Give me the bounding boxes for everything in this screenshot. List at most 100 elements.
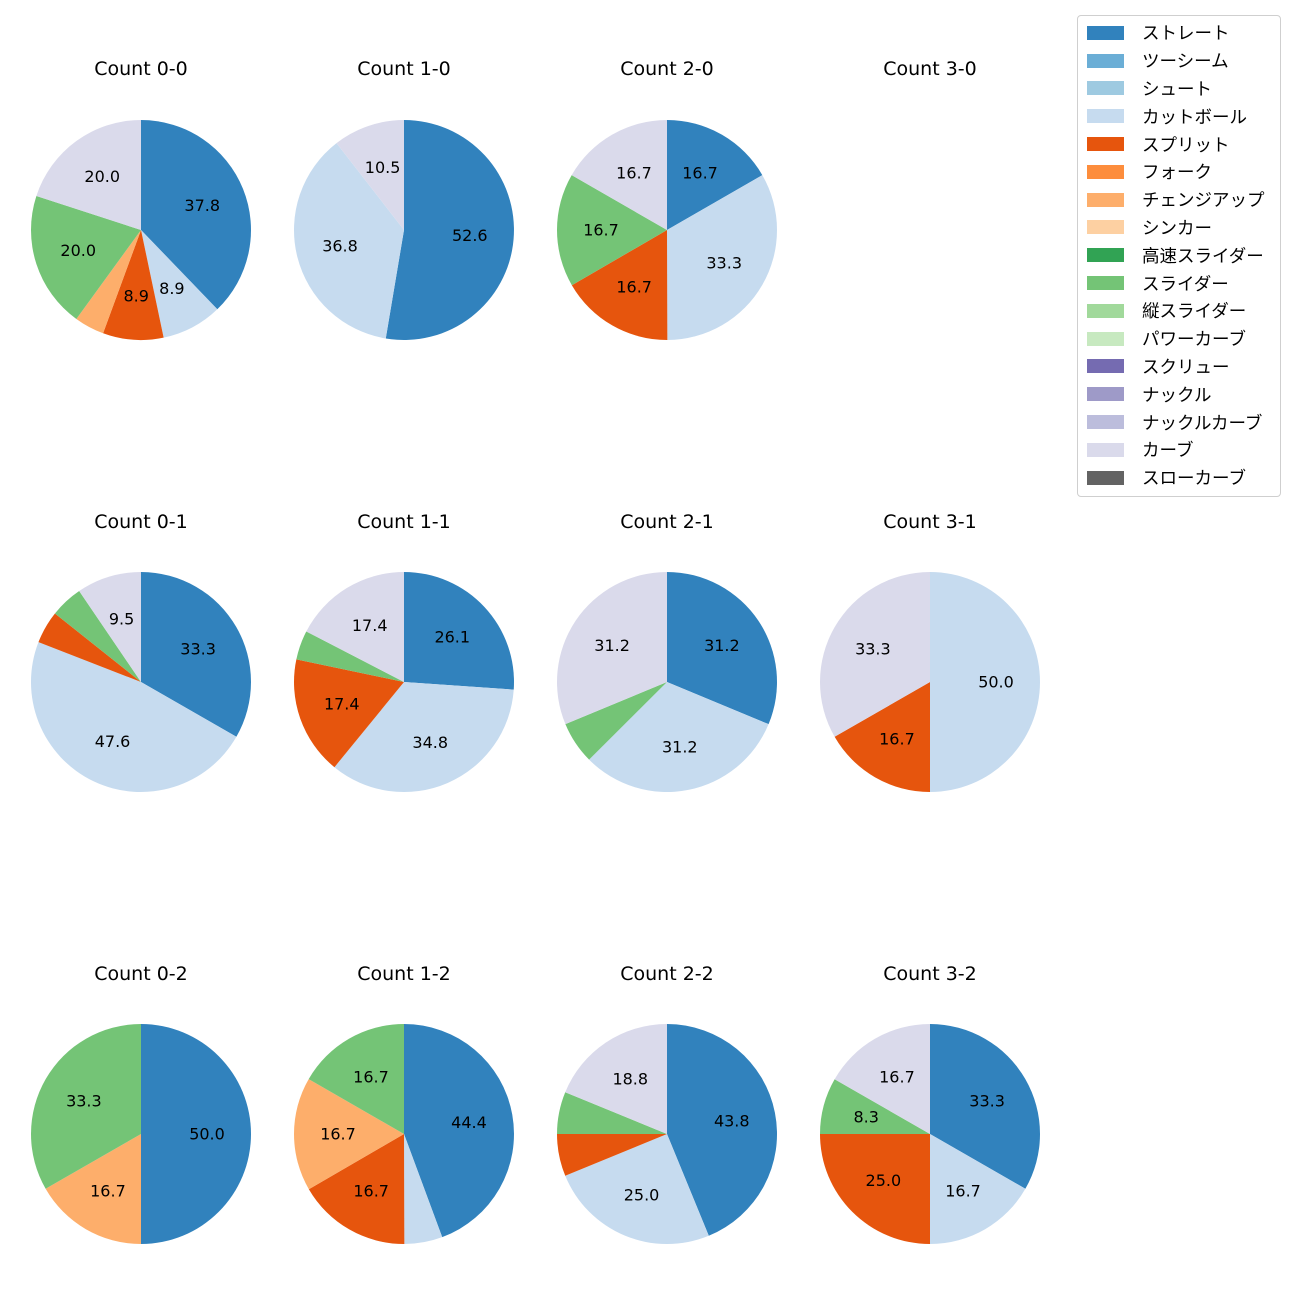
legend-label: カットボール — [1142, 107, 1247, 128]
pie-slice — [45, 1134, 142, 1244]
slice-label: 33.3 — [855, 639, 891, 658]
slice-label: 47.6 — [95, 732, 131, 751]
pie-slice — [36, 120, 141, 230]
legend-item: カーブ — [1078, 436, 1280, 464]
legend-item: シンカー — [1078, 214, 1280, 242]
legend-swatch — [1087, 164, 1124, 179]
pie-slice — [79, 572, 141, 682]
pie-title: Count 3-2 — [883, 963, 977, 985]
pie-slice — [819, 572, 930, 737]
pie-count-3-1: Count 3-1 50.0 16.7 33.3 — [819, 511, 1040, 792]
pie-slice — [54, 591, 141, 682]
legend-label: スクリュー — [1142, 357, 1230, 378]
legend-item: スクリュー — [1078, 353, 1280, 381]
pie-slice — [306, 571, 404, 682]
pie-count-0-2: Count 0-2 50.0 16.7 33.3 — [30, 963, 251, 1244]
pie-slice — [404, 1134, 443, 1244]
legend-item: 高速スライダー — [1078, 241, 1280, 269]
legend-label: フォーク — [1142, 163, 1212, 184]
slice-label: 33.3 — [66, 1091, 102, 1110]
slice-label: 44.4 — [451, 1113, 487, 1132]
legend-item: フォーク — [1078, 158, 1280, 186]
pie-slice — [296, 631, 404, 682]
pie-count-0-0: Count 0-0 37.8 8.9 8.9 20.0 20.0 — [30, 58, 251, 340]
legend-swatch — [1087, 81, 1124, 96]
slice-label: 33.3 — [969, 1091, 1005, 1110]
legend-swatch — [1087, 192, 1124, 207]
pie-title: Count 2-1 — [620, 511, 714, 533]
legend-label: シュート — [1142, 79, 1212, 100]
pie-slice — [293, 1079, 404, 1190]
slice-label: 8.9 — [159, 279, 184, 298]
legend-item: ナックルカーブ — [1078, 408, 1280, 436]
legend-label: 高速スライダー — [1142, 246, 1264, 267]
pie-slice — [294, 659, 404, 768]
legend-swatch — [1087, 220, 1124, 235]
pie-slice — [556, 175, 667, 286]
pie-slice — [30, 1024, 141, 1189]
pie-slice — [589, 682, 769, 792]
pie-slice — [141, 572, 252, 737]
slice-label: 16.7 — [682, 163, 718, 182]
slice-label: 50.0 — [978, 673, 1014, 692]
legend-swatch — [1087, 331, 1124, 346]
pie-count-0-1: Count 0-1 33.3 47.6 9.5 — [30, 511, 252, 793]
pie-slice — [293, 143, 404, 339]
legend-item: 縦スライダー — [1078, 297, 1280, 325]
pie-slice — [930, 572, 1040, 792]
pie-slice — [565, 1134, 709, 1245]
pie-slice — [336, 120, 404, 230]
pie-count-2-2: Count 2-2 43.8 25.0 18.8 — [556, 963, 778, 1245]
legend-label: ツーシーム — [1142, 52, 1229, 73]
legend-item: スライダー — [1078, 269, 1280, 297]
pie-slice — [334, 682, 514, 793]
pie-slice — [819, 1079, 930, 1134]
legend-label: チェンジアップ — [1142, 191, 1265, 212]
pie-slice — [556, 1134, 667, 1176]
legend-swatch — [1087, 137, 1124, 152]
pie-title: Count 0-0 — [94, 58, 188, 80]
pie-slice — [385, 120, 514, 340]
pie-slice — [103, 230, 164, 340]
pie-count-3-0: Count 3-0 — [883, 58, 977, 80]
legend-label: スライダー — [1142, 274, 1229, 295]
pie-count-1-0: Count 1-0 52.6 36.8 10.5 — [293, 58, 514, 340]
pie-slice — [667, 120, 763, 230]
legend-item: ツーシーム — [1078, 47, 1280, 75]
pie-count-3-2: Count 3-2 33.3 16.7 25.0 8.3 16.7 — [819, 963, 1041, 1244]
slice-label: 36.8 — [322, 237, 358, 256]
slice-label: 18.8 — [612, 1070, 648, 1089]
slice-label: 33.3 — [706, 253, 742, 272]
slice-label: 16.7 — [353, 1067, 389, 1086]
pie-slice — [30, 642, 237, 793]
legend-swatch — [1087, 470, 1124, 485]
legend: ストレートツーシームシュートカットボール スプリットフォークチェンジアップ シンカー… — [1077, 15, 1281, 497]
pie-title: Count 0-2 — [94, 963, 188, 985]
legend-label: カーブ — [1142, 441, 1194, 462]
slice-label: 16.7 — [353, 1182, 389, 1201]
slice-label: 31.2 — [662, 737, 698, 756]
pie-title: Count 3-1 — [883, 511, 977, 533]
pie-slice — [571, 120, 667, 230]
legend-label: ナックル — [1142, 385, 1212, 406]
slice-label: 16.7 — [945, 1182, 981, 1201]
pie-title: Count 2-0 — [620, 58, 714, 80]
pie-slice — [667, 572, 777, 725]
pie-slice — [930, 1024, 1041, 1189]
pie-slice — [38, 613, 141, 682]
legend-item: スローカーブ — [1078, 464, 1280, 492]
slice-label: 25.0 — [624, 1185, 660, 1204]
legend-swatch — [1087, 109, 1124, 124]
legend-label: スプリット — [1142, 135, 1230, 156]
legend-item: スプリット — [1078, 130, 1280, 158]
legend-label: シンカー — [1142, 218, 1212, 239]
pie-title: Count 1-1 — [357, 511, 451, 533]
pie-count-2-1: Count 2-1 31.2 31.2 31.2 — [557, 511, 777, 792]
pie-title: Count 0-1 — [94, 511, 188, 533]
slice-label: 34.8 — [412, 733, 448, 752]
slice-label: 50.0 — [189, 1125, 225, 1144]
legend-label: ナックルカーブ — [1142, 413, 1263, 434]
legend-item: ストレート — [1078, 19, 1280, 47]
pie-count-1-2: Count 1-2 44.4 16.7 16.7 16.7 — [293, 963, 514, 1245]
pie-slice — [141, 1024, 251, 1244]
